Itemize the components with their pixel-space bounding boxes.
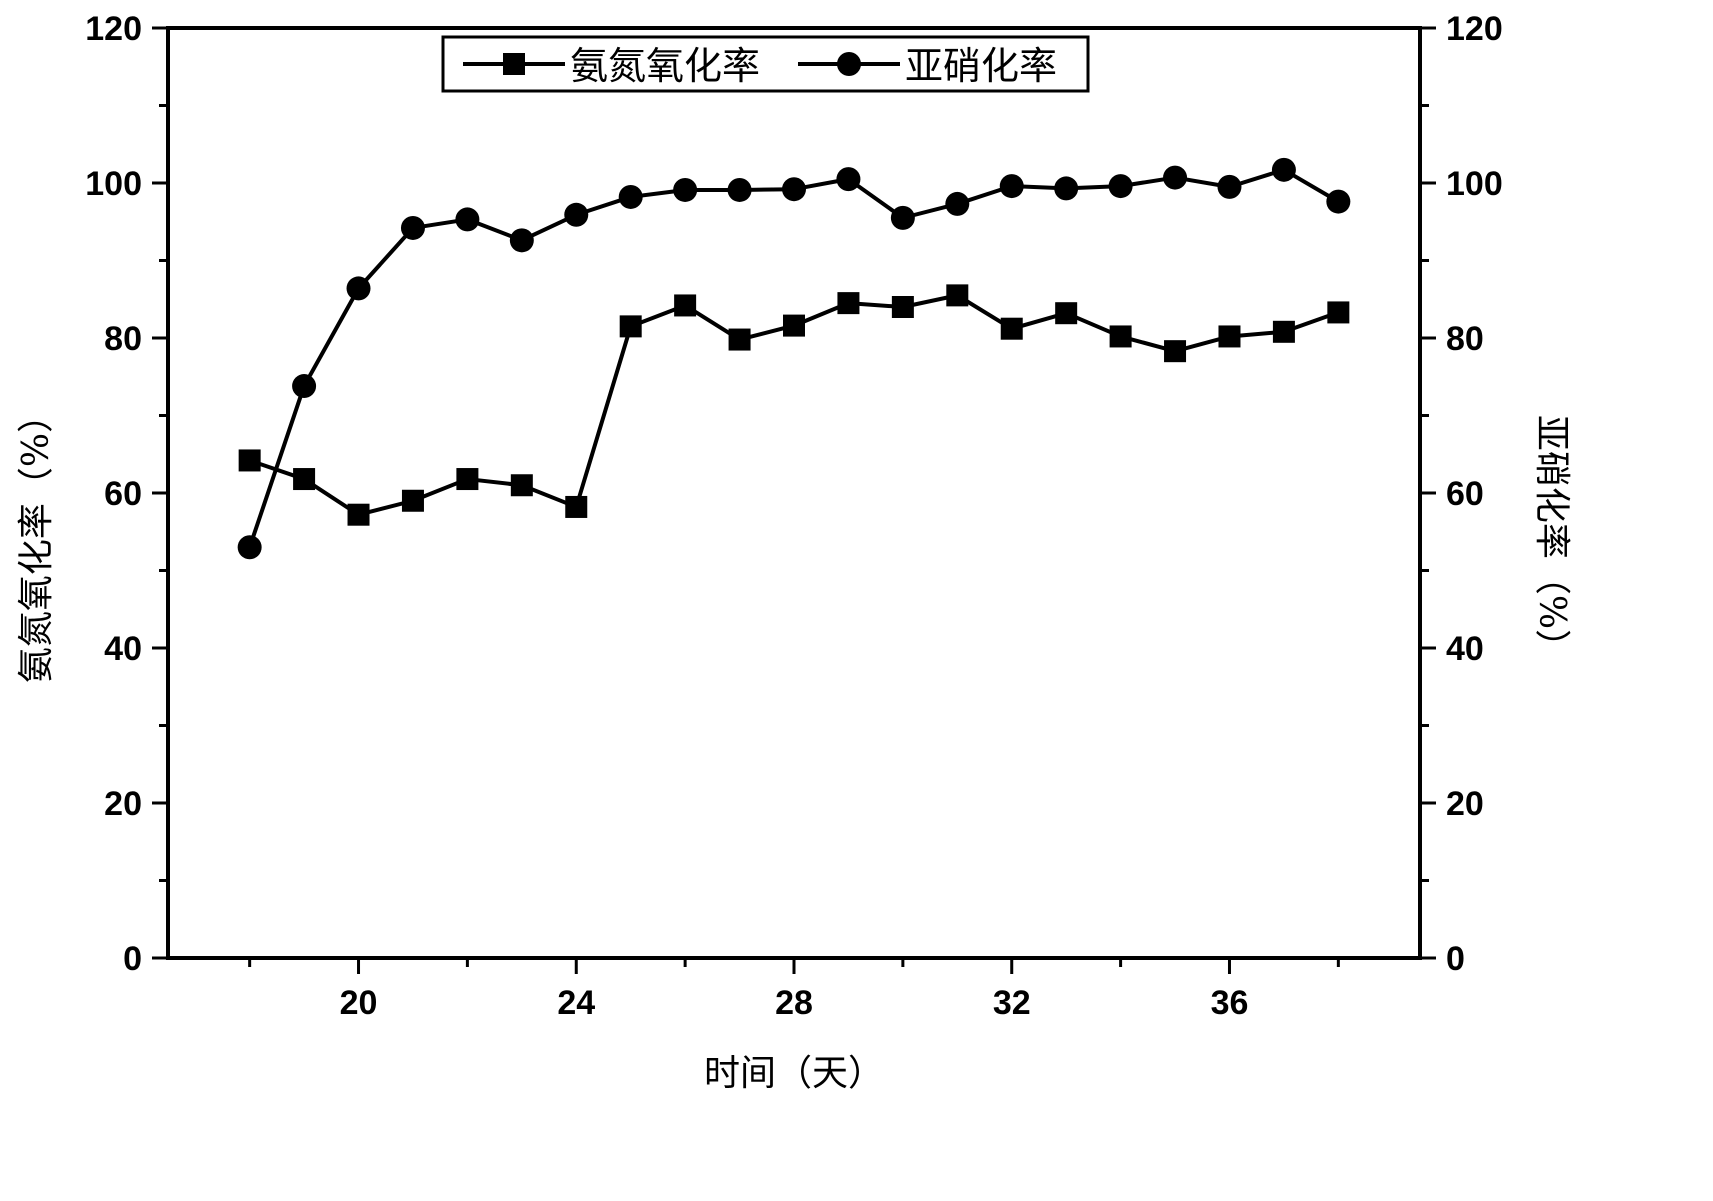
right-y-tick-label-60: 60 <box>1446 475 1484 513</box>
left-axis-title: 氨氮氧化率（%） <box>16 397 57 683</box>
point-nitritation-34 <box>1108 174 1133 199</box>
point-nitritation-30 <box>890 205 915 230</box>
legend-marker-square <box>503 53 525 75</box>
point-ammonia-19 <box>293 468 316 491</box>
left-y-tick-label-80: 80 <box>104 320 142 358</box>
point-ammonia-18 <box>238 449 261 472</box>
x-tick-label-28: 28 <box>775 984 813 1022</box>
left-y-tick-label-40: 40 <box>104 630 142 668</box>
right-y-tick-label-100: 100 <box>1446 165 1503 203</box>
point-nitritation-26 <box>673 177 698 202</box>
point-ammonia-25 <box>619 315 642 338</box>
point-nitritation-22 <box>455 207 480 232</box>
series-layer <box>237 157 1351 560</box>
point-nitritation-18 <box>237 535 262 560</box>
point-nitritation-27 <box>727 177 752 202</box>
point-ammonia-38 <box>1327 301 1350 324</box>
point-ammonia-29 <box>837 292 860 315</box>
point-nitritation-35 <box>1163 165 1188 190</box>
point-ammonia-33 <box>1055 302 1078 325</box>
point-ammonia-24 <box>565 495 588 518</box>
point-ammonia-34 <box>1109 325 1132 348</box>
right-y-tick-label-120: 120 <box>1446 10 1503 48</box>
axis-ticks: 20 24 28 32 36 0 0 20 20 40 40 60 60 80 80 100 100 120 120 <box>85 10 1502 1022</box>
legend: 氨氮氧化率 亚硝化率 <box>441 35 1090 93</box>
right-axis-title: 亚硝化率（%） <box>1531 415 1572 665</box>
point-nitritation-33 <box>1054 176 1079 201</box>
right-y-tick-label-80: 80 <box>1446 320 1484 358</box>
x-tick-label-32: 32 <box>993 984 1031 1022</box>
point-ammonia-31 <box>946 284 969 307</box>
point-nitritation-32 <box>999 174 1024 199</box>
point-nitritation-36 <box>1217 174 1242 199</box>
left-y-tick-label-20: 20 <box>104 785 142 823</box>
x-tick-label-20: 20 <box>340 984 378 1022</box>
point-ammonia-30 <box>891 296 914 318</box>
point-ammonia-23 <box>510 474 533 497</box>
x-axis-title: 时间（天） <box>704 1053 884 1094</box>
point-ammonia-32 <box>1000 317 1023 340</box>
point-nitritation-19 <box>292 374 317 399</box>
point-ammonia-36 <box>1218 325 1241 348</box>
point-nitritation-38 <box>1326 189 1351 214</box>
point-ammonia-26 <box>674 294 697 317</box>
point-ammonia-21 <box>401 489 424 512</box>
point-nitritation-23 <box>509 228 534 253</box>
point-nitritation-29 <box>836 167 861 192</box>
left-y-tick-label-0: 0 <box>123 940 142 978</box>
plot-frame <box>166 26 1422 960</box>
legend-label-ammonia-oxidation-rate: 氨氮氧化率 <box>570 44 760 88</box>
point-nitritation-21 <box>400 215 425 240</box>
x-tick-label-36: 36 <box>1211 984 1249 1022</box>
x-tick-label-24: 24 <box>557 984 595 1022</box>
point-nitritation-31 <box>945 191 970 216</box>
left-y-tick-label-60: 60 <box>104 475 142 513</box>
point-nitritation-28 <box>782 177 806 202</box>
point-ammonia-37 <box>1272 320 1295 343</box>
right-y-tick-label-0: 0 <box>1446 940 1465 978</box>
point-ammonia-22 <box>456 468 479 491</box>
point-ammonia-20 <box>347 503 370 526</box>
point-nitritation-25 <box>618 184 643 209</box>
left-y-tick-label-100: 100 <box>85 165 142 203</box>
point-nitritation-20 <box>346 276 371 301</box>
left-y-tick-label-120: 120 <box>85 10 142 48</box>
legend-label-nitritation-rate: 亚硝化率 <box>905 44 1057 88</box>
right-y-tick-label-20: 20 <box>1446 785 1484 823</box>
point-nitritation-24 <box>564 202 589 227</box>
legend-marker-circle <box>837 52 861 76</box>
point-ammonia-35 <box>1164 340 1187 363</box>
right-y-tick-label-40: 40 <box>1446 630 1484 668</box>
point-nitritation-37 <box>1271 157 1296 182</box>
point-ammonia-27 <box>728 328 751 351</box>
point-ammonia-28 <box>783 314 805 337</box>
